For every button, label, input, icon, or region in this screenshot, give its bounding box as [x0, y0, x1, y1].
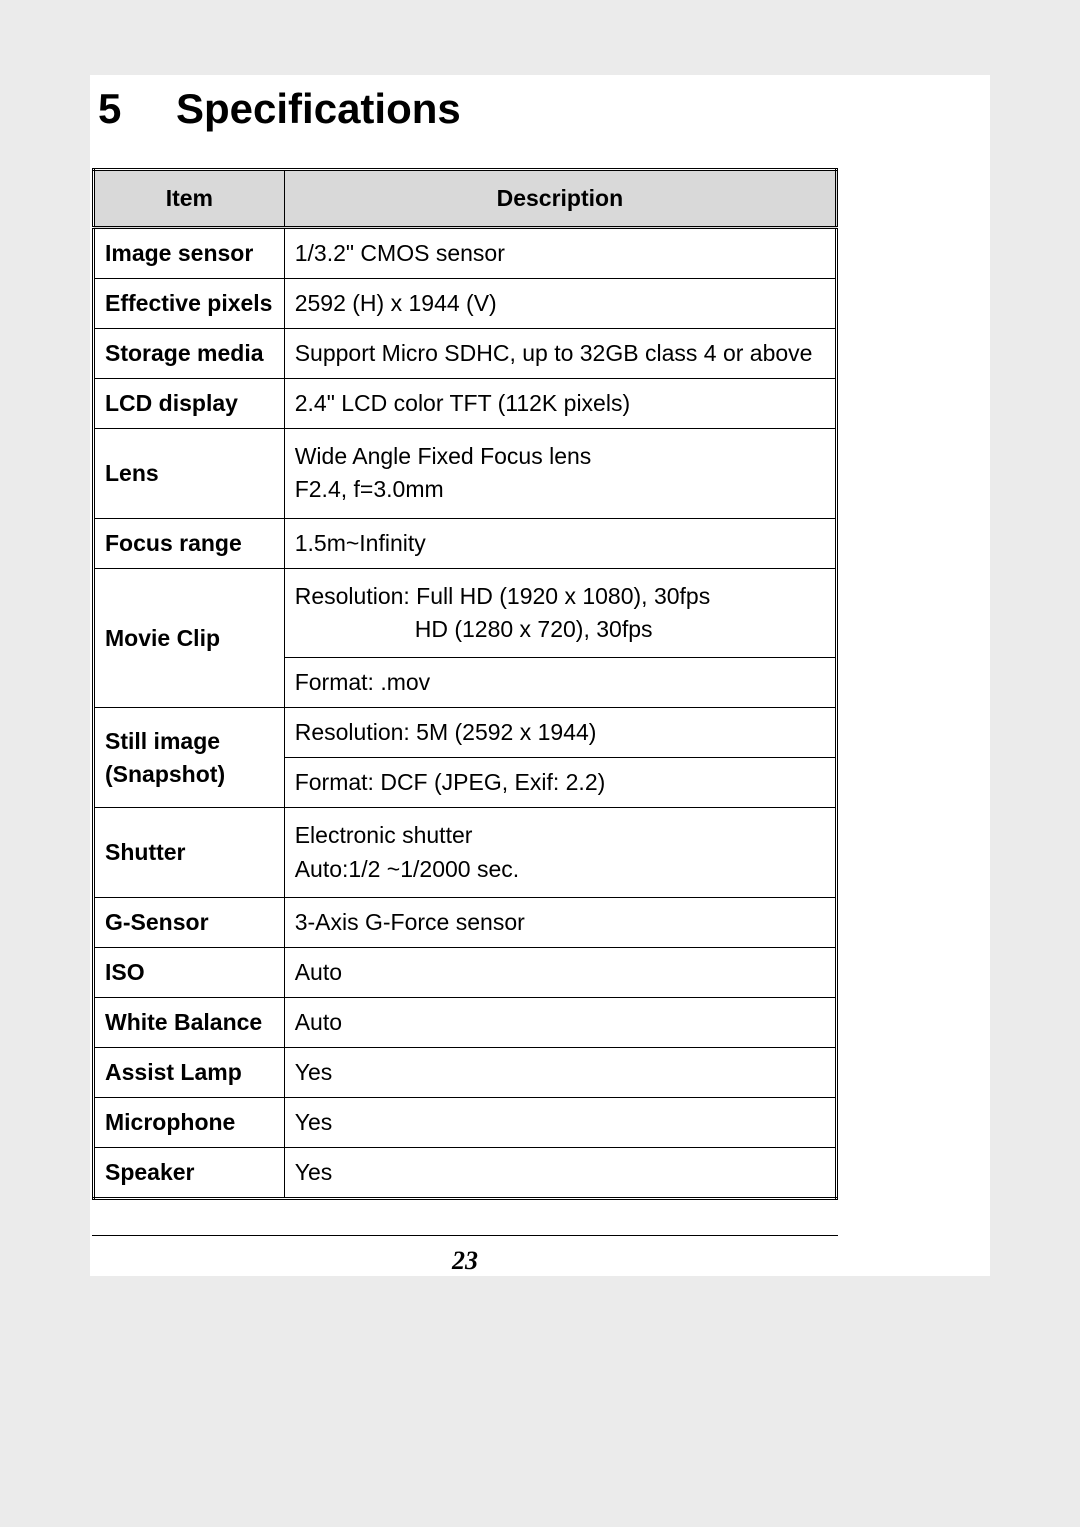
value-line: Resolution: Full HD (1920 x 1080), 30fps: [295, 583, 711, 609]
table-row: White Balance Auto: [94, 998, 837, 1048]
header-description: Description: [284, 170, 836, 228]
specifications-table: Item Description Image sensor 1/3.2" CMO…: [92, 168, 838, 1200]
table-row: Movie Clip Resolution: Full HD (1920 x 1…: [94, 568, 837, 658]
item-value: Auto: [284, 948, 836, 998]
page-number: 23: [92, 1236, 838, 1276]
item-value: Support Micro SDHC, up to 32GB class 4 o…: [284, 329, 836, 379]
item-value: Yes: [284, 1098, 836, 1148]
section-number: 5: [98, 85, 176, 133]
table-row: Focus range 1.5m~Infinity: [94, 518, 837, 568]
table-row: ISO Auto: [94, 948, 837, 998]
item-value: Resolution: 5M (2592 x 1944): [284, 708, 836, 758]
item-value: Format: DCF (JPEG, Exif: 2.2): [284, 758, 836, 808]
item-value: 2.4" LCD color TFT (112K pixels): [284, 379, 836, 429]
table-row: LCD display 2.4" LCD color TFT (112K pix…: [94, 379, 837, 429]
table-row: Microphone Yes: [94, 1098, 837, 1148]
item-value: 3-Axis G-Force sensor: [284, 898, 836, 948]
item-value: 1.5m~Infinity: [284, 518, 836, 568]
item-value: Electronic shutter Auto:1/2 ~1/2000 sec.: [284, 808, 836, 898]
item-value: Yes: [284, 1048, 836, 1098]
item-label: Focus range: [94, 518, 285, 568]
item-value: Auto: [284, 998, 836, 1048]
table-row: Assist Lamp Yes: [94, 1048, 837, 1098]
item-label: Assist Lamp: [94, 1048, 285, 1098]
header-item: Item: [94, 170, 285, 228]
table-row: Shutter Electronic shutter Auto:1/2 ~1/2…: [94, 808, 837, 898]
item-value: 2592 (H) x 1944 (V): [284, 279, 836, 329]
table-row: Still image (Snapshot) Resolution: 5M (2…: [94, 708, 837, 758]
table-row: Lens Wide Angle Fixed Focus lens F2.4, f…: [94, 429, 837, 519]
value-line: Wide Angle Fixed Focus lens: [295, 443, 592, 469]
label-line: Still image: [105, 728, 220, 754]
item-value: Wide Angle Fixed Focus lens F2.4, f=3.0m…: [284, 429, 836, 519]
table-header-row: Item Description: [94, 170, 837, 228]
value-line: HD (1280 x 720), 30fps: [295, 616, 653, 642]
item-label: Storage media: [94, 329, 285, 379]
table-row: Image sensor 1/3.2" CMOS sensor: [94, 228, 837, 279]
section-title: Specifications: [176, 85, 461, 132]
item-label: Microphone: [94, 1098, 285, 1148]
table-row: Storage media Support Micro SDHC, up to …: [94, 329, 837, 379]
label-line: (Snapshot): [105, 761, 225, 787]
item-label: Effective pixels: [94, 279, 285, 329]
item-label: G-Sensor: [94, 898, 285, 948]
item-value: Yes: [284, 1148, 836, 1199]
item-value: Format: .mov: [284, 658, 836, 708]
document-page: 5Specifications Item Description Image s…: [90, 75, 990, 1276]
table-row: Speaker Yes: [94, 1148, 837, 1199]
section-heading: 5Specifications: [90, 75, 990, 168]
item-label: Shutter: [94, 808, 285, 898]
item-label: Movie Clip: [94, 568, 285, 708]
item-label: White Balance: [94, 998, 285, 1048]
item-label: Still image (Snapshot): [94, 708, 285, 808]
table-row: G-Sensor 3-Axis G-Force sensor: [94, 898, 837, 948]
item-label: Speaker: [94, 1148, 285, 1199]
item-label: ISO: [94, 948, 285, 998]
item-label: Image sensor: [94, 228, 285, 279]
value-line: Electronic shutter: [295, 822, 473, 848]
item-value: Resolution: Full HD (1920 x 1080), 30fps…: [284, 568, 836, 658]
value-line: F2.4, f=3.0mm: [295, 476, 444, 502]
item-value: 1/3.2" CMOS sensor: [284, 228, 836, 279]
table-row: Effective pixels 2592 (H) x 1944 (V): [94, 279, 837, 329]
item-label: LCD display: [94, 379, 285, 429]
value-line: Auto:1/2 ~1/2000 sec.: [295, 856, 519, 882]
item-label: Lens: [94, 429, 285, 519]
